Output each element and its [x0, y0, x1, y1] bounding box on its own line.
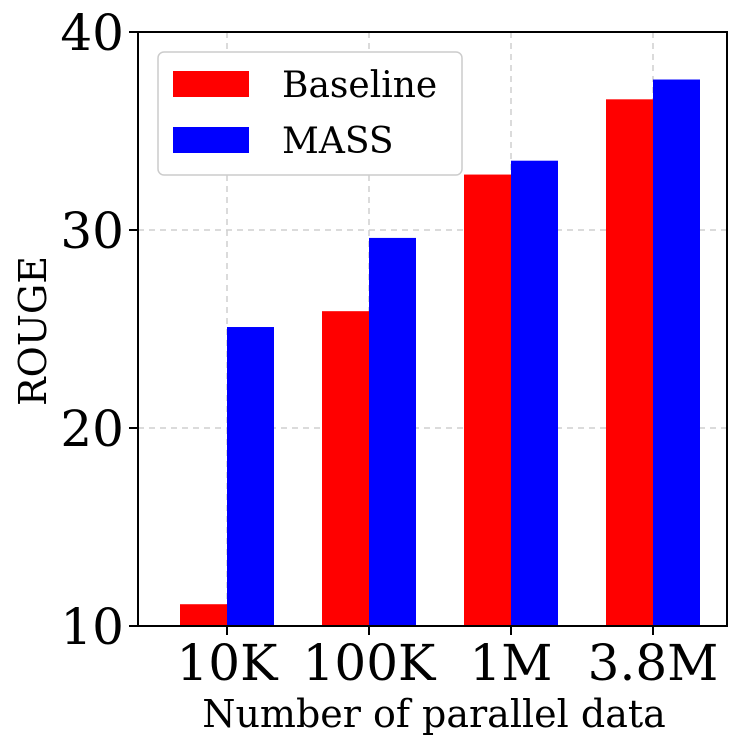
x-tick-label: 100K — [303, 634, 437, 692]
x-tick-label: 10K — [177, 634, 280, 692]
bar-baseline-10k — [180, 604, 227, 626]
bar-mass-100k — [369, 237, 416, 627]
bar-baseline-100k — [322, 311, 369, 626]
legend-label-mass: MASS — [282, 121, 394, 162]
y-axis: 10 20 30 40 — [60, 4, 138, 656]
legend-swatch-baseline — [173, 71, 249, 97]
bar-mass-10k — [227, 327, 274, 626]
bar-mass-1m — [511, 160, 558, 626]
legend-label-baseline: Baseline — [282, 65, 437, 106]
y-tick-label: 30 — [60, 202, 124, 260]
bar-baseline-1m — [464, 174, 511, 626]
x-tick-label: 3.8M — [588, 634, 719, 692]
x-axis-label: Number of parallel data — [202, 692, 666, 736]
legend-swatch-mass — [173, 127, 249, 153]
bar-mass-3.8m — [653, 79, 700, 626]
y-axis-label: ROUGE — [11, 256, 55, 406]
plot-frame — [137, 31, 728, 627]
bars — [180, 79, 700, 627]
x-tick-label: 1M — [469, 634, 552, 692]
y-tick-label: 10 — [60, 598, 124, 656]
legend: Baseline MASS — [157, 51, 463, 176]
y-tick-label: 20 — [60, 400, 124, 458]
y-tick-label: 40 — [60, 4, 124, 62]
bar-baseline-3.8m — [606, 99, 653, 626]
x-axis: 10K 100K 1M 3.8M — [177, 626, 719, 692]
